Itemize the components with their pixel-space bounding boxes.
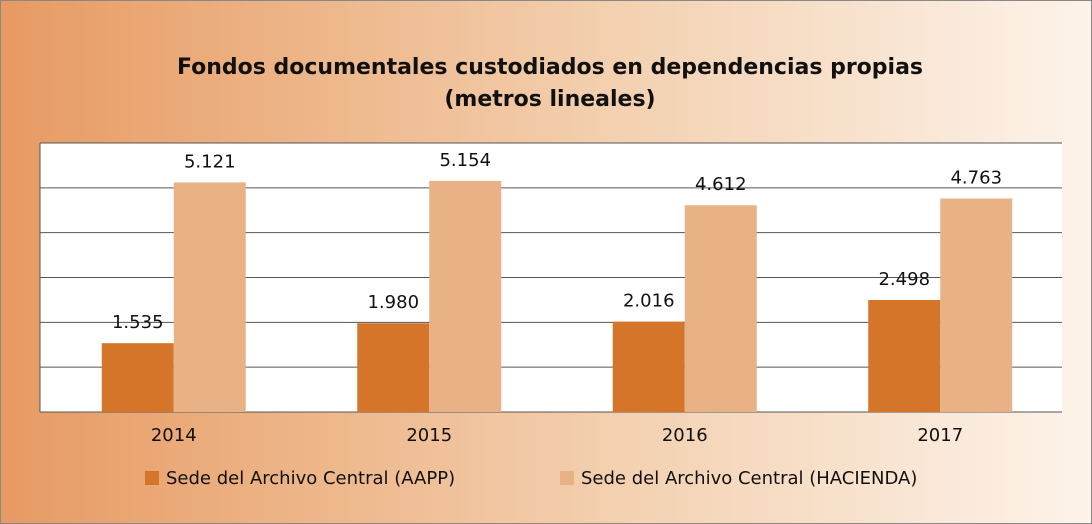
bar <box>173 182 246 412</box>
legend-swatch <box>145 471 159 485</box>
legend-label: Sede del Archivo Central (HACIENDA) <box>581 468 917 489</box>
legend-label: Sede del Archivo Central (AAPP) <box>166 468 455 489</box>
data-label: 4.612 <box>695 174 747 195</box>
bar <box>357 323 430 412</box>
legend-swatch <box>560 471 574 485</box>
bar <box>940 198 1013 412</box>
chart-subtitle: (metros lineales) <box>444 87 655 112</box>
chart-title: Fondos documentales custodiados en depen… <box>177 55 923 80</box>
x-tick-label: 2016 <box>662 425 708 446</box>
bar <box>101 343 174 412</box>
data-label: 4.763 <box>950 167 1002 188</box>
x-tick-label: 2014 <box>151 425 197 446</box>
x-tick-label: 2017 <box>917 425 963 446</box>
data-label: 5.154 <box>439 150 491 171</box>
data-label: 2.016 <box>623 291 675 312</box>
bar <box>868 300 941 412</box>
data-label: 1.535 <box>112 312 164 333</box>
x-tick-label: 2015 <box>406 425 452 446</box>
bar <box>429 180 502 412</box>
data-label: 5.121 <box>184 151 236 172</box>
data-label: 1.980 <box>367 292 419 313</box>
data-label: 2.498 <box>878 269 930 290</box>
bar <box>684 205 757 412</box>
bar <box>612 321 685 412</box>
